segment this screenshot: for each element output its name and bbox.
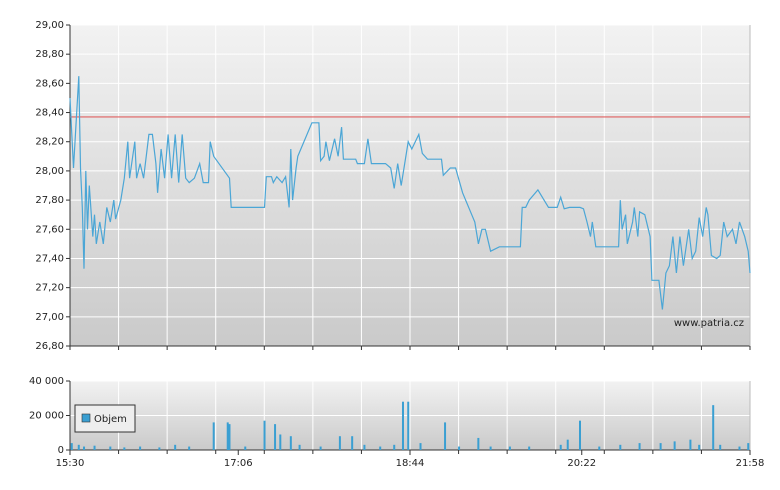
volume-bar [393, 444, 396, 450]
volume-bar [298, 444, 301, 450]
volume-bar [228, 424, 231, 450]
volume-bar [379, 446, 382, 450]
volume-bar [139, 446, 142, 450]
y-tick-label: 27,60 [35, 224, 64, 235]
volume-bar [279, 434, 282, 450]
volume-bar [508, 446, 511, 450]
y-tick-label: 27,40 [35, 253, 64, 264]
volume-bar [158, 447, 161, 450]
volume-bar [407, 401, 410, 450]
volume-bar [401, 401, 404, 450]
volume-bar [712, 405, 715, 450]
price-line [69, 76, 751, 310]
y-tick-label: 28,40 [35, 108, 64, 119]
volume-bar [747, 443, 750, 450]
legend-label: Objem [94, 414, 127, 425]
x-tick-label: 18:44 [396, 458, 425, 469]
legend-box [74, 404, 136, 433]
volume-bar [319, 446, 322, 450]
volume-bar [351, 436, 354, 450]
volume-bar [638, 443, 641, 450]
y-tick-label: 27,80 [35, 195, 64, 206]
volume-bar [338, 436, 341, 450]
volume-bar [70, 443, 73, 450]
volume-bar [363, 444, 366, 450]
y-tick-label: 28,20 [35, 137, 64, 148]
volume-bar [188, 446, 191, 450]
volume-bar [579, 420, 581, 450]
volume-bar [109, 446, 112, 450]
volume-bar [123, 447, 126, 450]
volume-bar [212, 422, 215, 450]
volume-bar [698, 444, 701, 450]
volume-bar [489, 446, 492, 450]
volume-bar [559, 444, 562, 450]
volume-bar [174, 444, 177, 450]
x-tick-label: 15:30 [56, 458, 85, 469]
volume-bar [528, 446, 531, 450]
volume-bar [619, 444, 622, 450]
legend-swatch [81, 413, 91, 423]
volume-bar [226, 422, 229, 450]
x-tick-label: 20:22 [567, 458, 596, 469]
y-tick-label: 26,80 [35, 341, 64, 352]
volume-bar [659, 443, 662, 450]
volume-bar [689, 439, 692, 450]
y-tick-label: 29,00 [35, 20, 64, 31]
volume-bar [289, 436, 292, 450]
volume-bar [719, 444, 722, 450]
volume-bar [673, 441, 676, 450]
volume-bar [263, 420, 266, 450]
volume-bar [598, 446, 601, 450]
volume-bar [244, 446, 247, 450]
volume-bar [566, 439, 569, 450]
y-tick-label: 27,00 [35, 312, 64, 323]
y-tick-label: 20 000 [29, 411, 64, 422]
y-tick-label: 28,80 [35, 49, 64, 60]
volume-bar [83, 446, 86, 450]
volume-bar [477, 437, 480, 450]
x-tick-label: 21:58 [736, 458, 765, 469]
volume-bar [274, 424, 277, 450]
volume-bar [93, 445, 96, 450]
volume-bar [458, 446, 461, 450]
watermark: www.patria.cz [674, 318, 744, 329]
volume-bar [419, 443, 422, 450]
y-tick-label: 27,20 [35, 283, 64, 294]
volume-bar [444, 422, 447, 450]
x-tick-label: 17:06 [224, 458, 253, 469]
y-tick-label: 0 [58, 445, 64, 456]
y-tick-label: 28,00 [35, 166, 64, 177]
y-tick-label: 40 000 [29, 376, 64, 387]
volume-bar [738, 446, 741, 450]
y-tick-label: 28,60 [35, 78, 64, 89]
volume-bar [77, 444, 80, 450]
